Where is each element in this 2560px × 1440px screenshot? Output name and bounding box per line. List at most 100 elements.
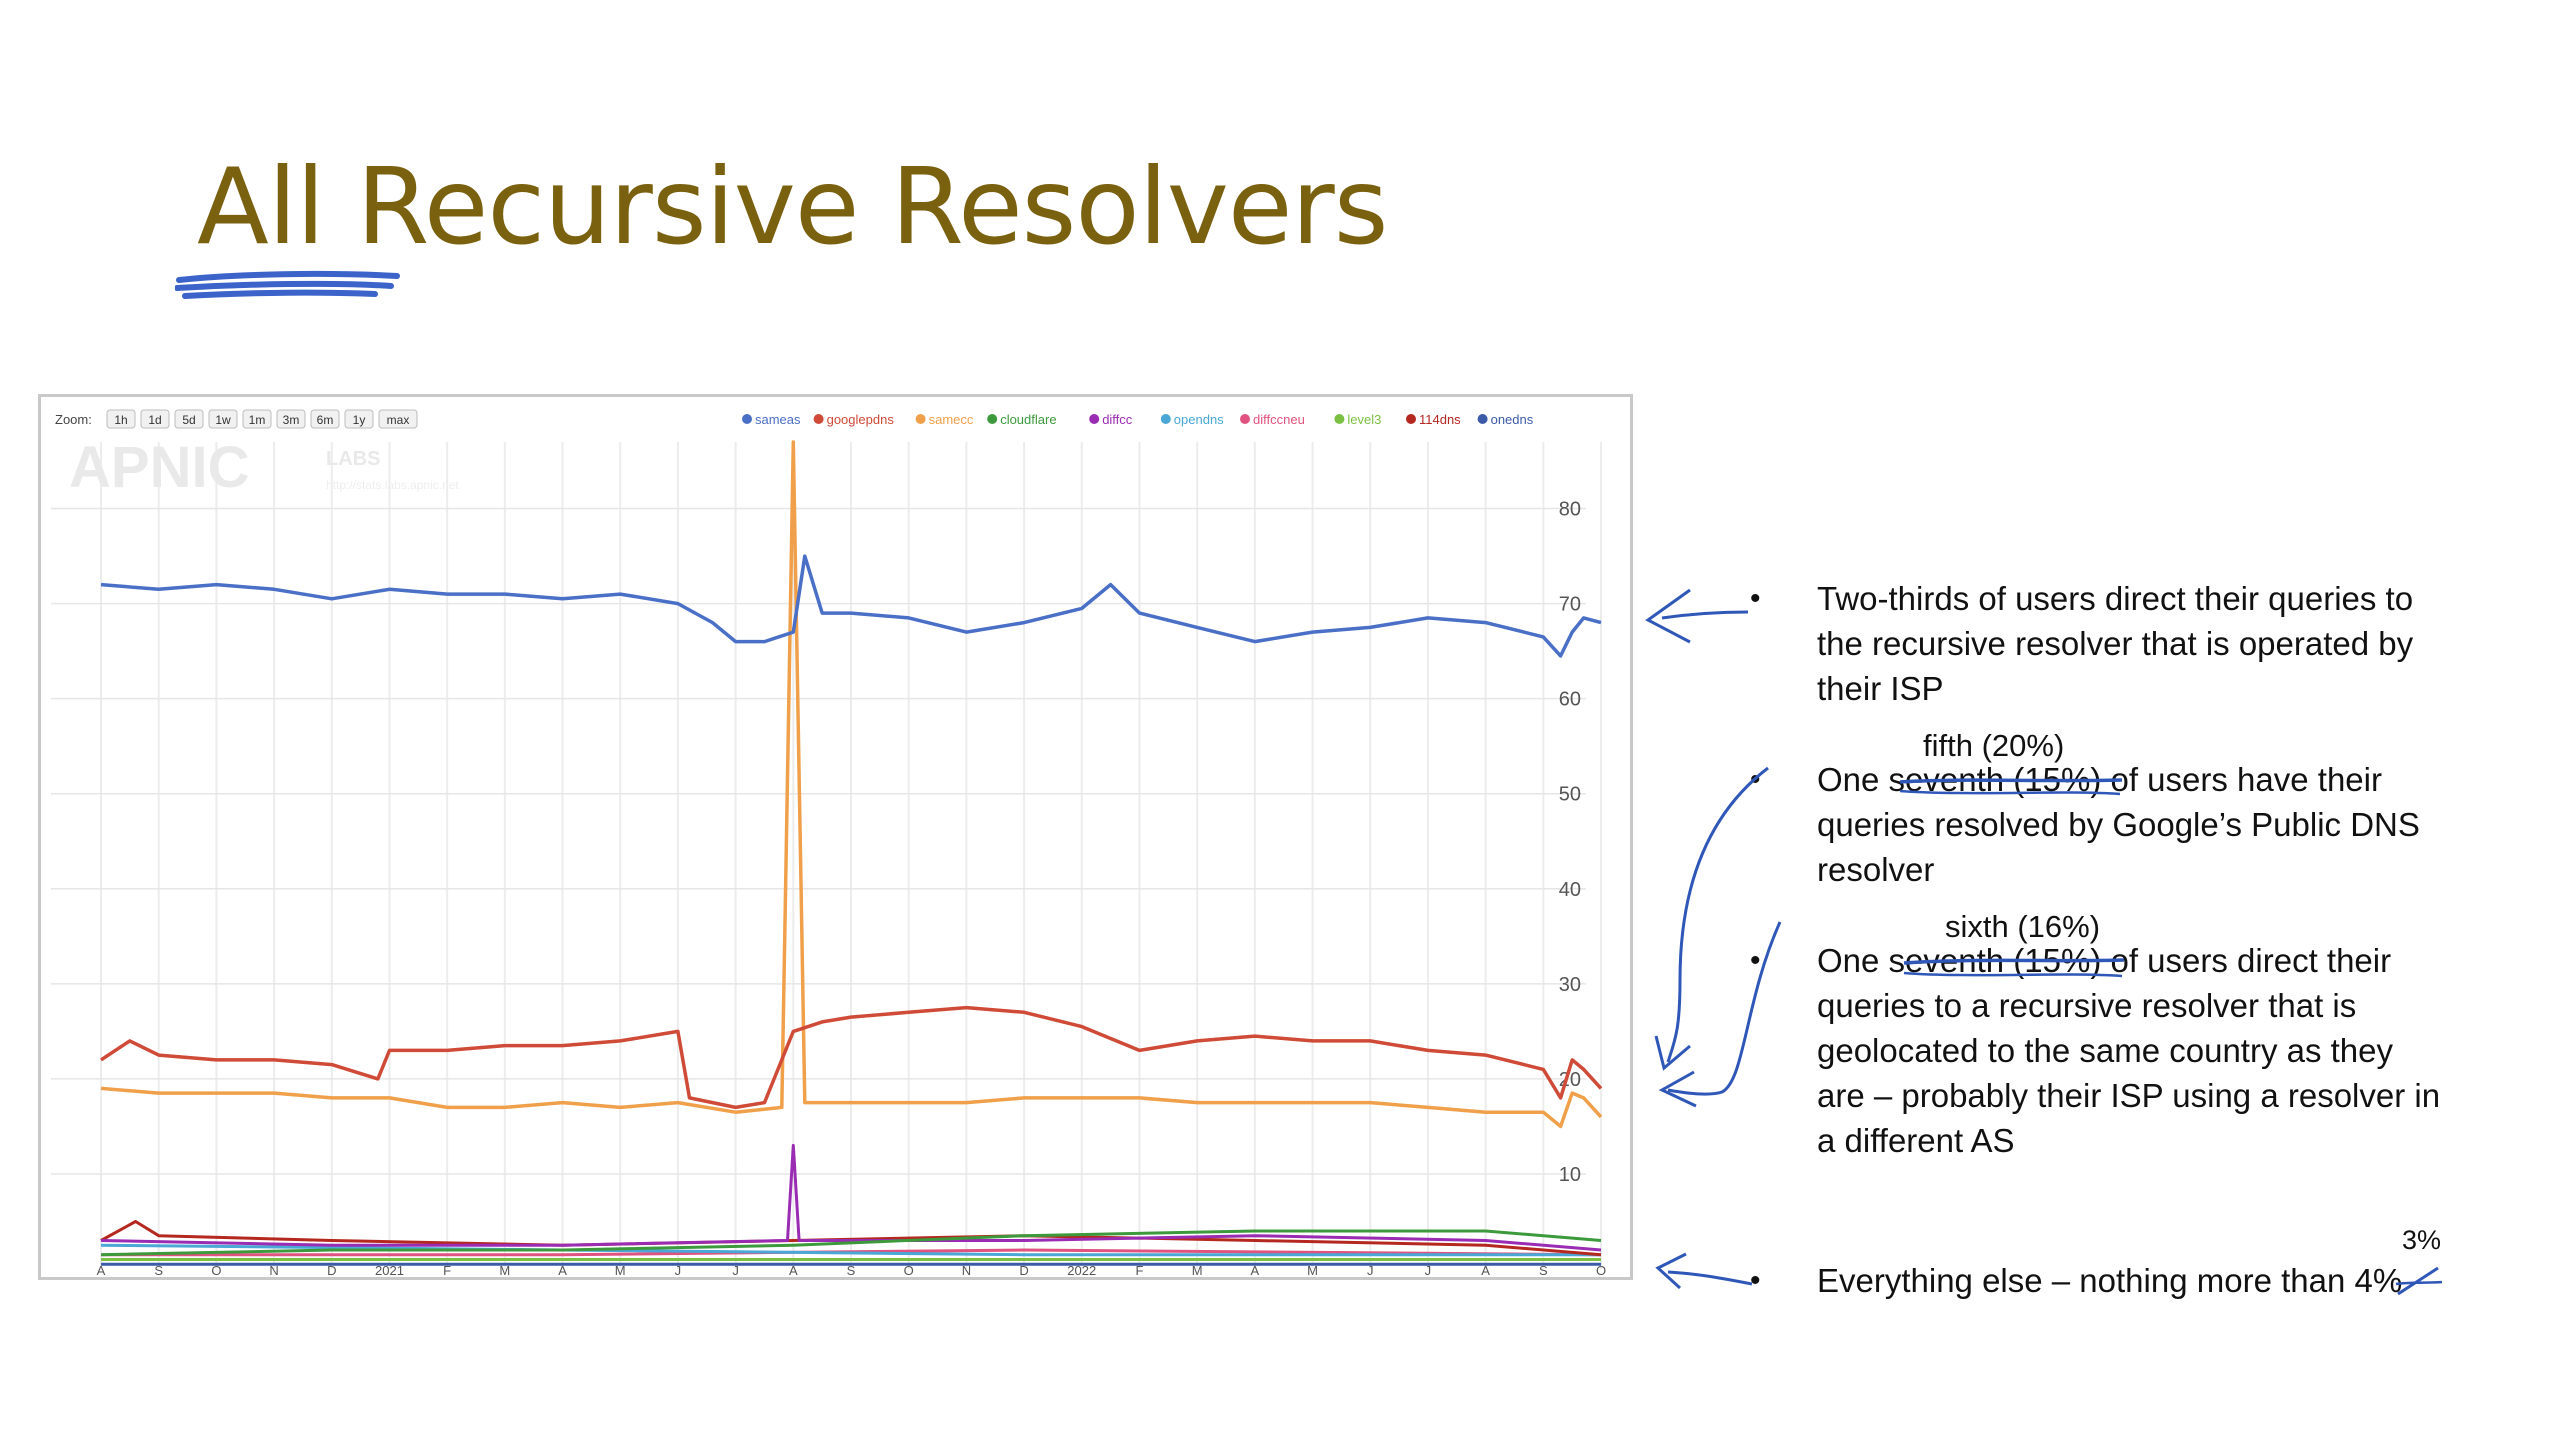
legend-swatch [1477, 414, 1488, 424]
annotation-fifth: fifth (20%) [1923, 728, 2065, 763]
zoom-button-label[interactable]: 5d [182, 413, 195, 427]
title-underline-scribble [175, 270, 400, 299]
y-tick-label: 30 [1559, 974, 1581, 996]
x-tick-label: S [1539, 1263, 1548, 1277]
y-tick-label: 80 [1559, 499, 1581, 521]
zoom-button[interactable] [106, 409, 136, 429]
legend-label: level3 [1347, 412, 1381, 427]
zoom-button-label[interactable]: 1h [114, 413, 127, 427]
zoom-button[interactable] [310, 409, 340, 429]
struck-text: 4% [2354, 1262, 2403, 1299]
chart-panel: 10 20 30 40 50 60 70 80 A S O N D 2021 F M A M J J A S O N D 2022… [38, 394, 1633, 1280]
x-tick-label: M [499, 1263, 510, 1277]
legend-swatch [915, 414, 926, 424]
x-tick-label: D [1019, 1263, 1028, 1277]
legend-label: diffccneu [1253, 412, 1305, 427]
legend-swatch [1160, 414, 1171, 424]
series-line-sameas [100, 554, 1602, 658]
zoom-button[interactable] [140, 409, 170, 429]
x-tick-label: J [675, 1263, 682, 1277]
x-tick-label: 2022 [1067, 1263, 1096, 1277]
x-tick-label: S [154, 1263, 163, 1277]
legend-label: cloudflare [1000, 412, 1056, 427]
bullet-line: Two-thirds of users direct their queries… [1817, 580, 2414, 617]
apnic-watermark: APNIC [69, 435, 249, 500]
x-tick-label: F [443, 1263, 451, 1277]
bullet-dot: • [1750, 944, 1761, 977]
bullet-prefix: Everything else – nothing more than [1817, 1262, 2355, 1299]
y-tick-label: 10 [1559, 1164, 1581, 1186]
bullet-suffix: of users direct their [2101, 942, 2392, 979]
watermark-url: http://stats.labs.apnic.net [326, 478, 459, 492]
x-tick-label: D [327, 1263, 336, 1277]
bullet-line: queries to a recursive resolver that is [1817, 987, 2357, 1024]
x-tick-label: J [1367, 1263, 1374, 1277]
legend-swatch [1406, 414, 1416, 424]
bullet-suffix: of users have their [2101, 761, 2382, 798]
bullet-line: are – probably their ISP using a resolve… [1817, 1077, 2441, 1114]
legend-swatch [1089, 414, 1100, 424]
series-line-diffcc [100, 1143, 1602, 1252]
legend-label: 114dns [1419, 412, 1461, 427]
legend-swatch [742, 414, 752, 424]
bullet-line: the recursive resolver that is operated … [1817, 625, 2414, 662]
arrowhead [1655, 1252, 1687, 1290]
zoom-button[interactable] [174, 409, 204, 429]
labs-watermark: LABS [326, 448, 380, 470]
zoom-button[interactable] [208, 409, 238, 429]
legend-swatch [1334, 414, 1345, 424]
x-tick-label: M [1192, 1263, 1203, 1277]
x-tick-label: N [269, 1263, 278, 1277]
x-tick-label: F [1135, 1263, 1143, 1277]
bullet-dot: • [1750, 763, 1761, 796]
legend-label: samecc [929, 412, 974, 427]
zoom-button-label[interactable]: 1m [249, 413, 266, 427]
y-tick-label: 40 [1559, 879, 1581, 901]
zoom-button-label[interactable]: 1d [148, 413, 161, 427]
x-tick-label: O [904, 1263, 914, 1277]
x-tick-label: A [558, 1263, 567, 1277]
arrowhead [1654, 1035, 1691, 1071]
annotation-sixth: sixth (16%) [1945, 909, 2101, 944]
series-line-googlepdns [100, 1005, 1603, 1110]
zoom-button-label[interactable]: 3m [283, 413, 300, 427]
x-tick-label: 2021 [375, 1263, 404, 1277]
x-tick-label: A [1481, 1263, 1490, 1277]
arrowhead [1658, 1070, 1697, 1108]
zoom-button-label[interactable]: max [387, 413, 410, 427]
bullet-line: resolver [1817, 851, 1935, 888]
struck-text: seventh (15%) [1888, 942, 2102, 979]
x-tick-label: J [732, 1263, 739, 1277]
x-tick-label: O [1596, 1263, 1606, 1277]
legend-label: googlepdns [827, 412, 895, 427]
series-line-cloudflare [100, 1229, 1602, 1257]
arrowhead [1645, 588, 1691, 644]
zoom-button[interactable] [276, 409, 306, 429]
x-tick-label: J [1425, 1263, 1432, 1277]
zoom-button[interactable] [378, 409, 418, 429]
x-tick-label: A [97, 1263, 106, 1277]
y-tick-label: 60 [1559, 689, 1581, 711]
legend-swatch [813, 414, 824, 424]
x-tick-label: M [1307, 1263, 1318, 1277]
legend-swatch [987, 414, 998, 424]
x-tick-label: N [962, 1263, 971, 1277]
arrow-to-others [1667, 1270, 1753, 1286]
zoom-button[interactable] [242, 409, 272, 429]
bullet-dot: • [1750, 582, 1761, 615]
bullet-line: their ISP [1817, 670, 1944, 707]
y-tick-label: 50 [1559, 784, 1581, 806]
zoom-button-label[interactable]: 6m [317, 413, 334, 427]
arrow-to-googlepdns [1666, 766, 1769, 1063]
zoom-button-label[interactable]: 1w [215, 413, 231, 427]
legend-label: onedns [1491, 412, 1534, 427]
x-tick-label: A [1251, 1263, 1260, 1277]
bullet-prefix: One [1817, 761, 1889, 798]
arrow-to-samecc [1667, 921, 1782, 1096]
bullet-line: queries resolved by Google’s Public DNS [1817, 806, 2420, 843]
zoom-button[interactable] [344, 409, 374, 429]
zoom-button-label[interactable]: 1y [353, 413, 366, 427]
x-tick-label: A [789, 1263, 798, 1277]
series-line-opendns [100, 1243, 1601, 1257]
